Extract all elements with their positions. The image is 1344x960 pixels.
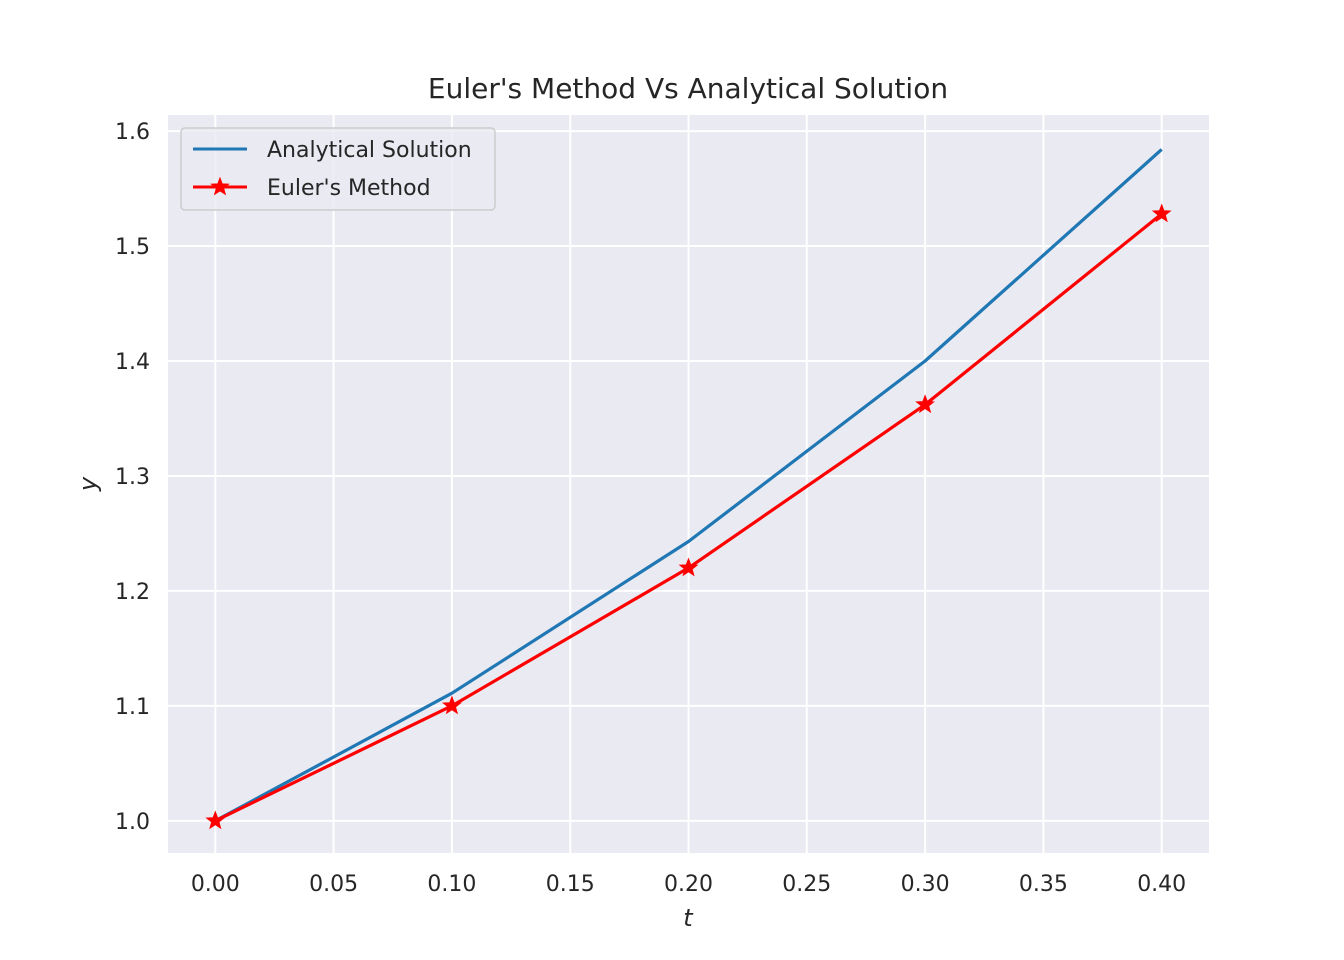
legend-euler-label: Euler's Method (267, 176, 431, 201)
legend-analytical-label: Analytical Solution (267, 138, 472, 163)
euler-data-point (678, 557, 699, 577)
x-tick-label: 0.25 (782, 872, 831, 897)
x-tick-label: 0.35 (1019, 872, 1068, 897)
y-tick-label: 1.0 (115, 810, 150, 835)
y-axis-label: y (74, 476, 102, 492)
euler-data-point (1151, 203, 1172, 223)
legend-star-icon (210, 176, 230, 196)
euler-data-point (205, 810, 226, 830)
legend: Analytical Solution Euler's Method (180, 127, 496, 211)
chart-title: Euler's Method Vs Analytical Solution (428, 72, 948, 105)
y-tick-label: 1.2 (115, 580, 150, 605)
x-tick-label: 0.10 (427, 872, 476, 897)
euler-data-point (915, 394, 935, 414)
legend-box (180, 127, 496, 211)
x-axis-label: t (683, 904, 694, 932)
x-tick-label: 0.30 (901, 872, 950, 897)
analytical-series-line (214, 148, 1163, 823)
x-tick-label: 0.20 (664, 872, 713, 897)
series-layer (205, 148, 1172, 830)
y-tick-label: 1.5 (115, 235, 150, 260)
grid-lines (168, 115, 1209, 853)
x-tick-label: 0.00 (191, 872, 240, 897)
x-tick-label: 0.15 (546, 872, 595, 897)
y-tick-label: 1.4 (115, 350, 150, 375)
y-tick-label: 1.3 (115, 465, 150, 490)
x-tick-labels: 0.00 0.05 0.10 0.15 0.20 0.25 0.30 0.35 0.40 (191, 872, 1186, 897)
x-tick-label: 0.40 (1137, 872, 1186, 897)
y-tick-labels: 1.0 1.1 1.2 1.3 1.4 1.5 1.6 (115, 120, 150, 835)
y-tick-label: 1.1 (115, 695, 150, 720)
legend-euler-star-marker (210, 176, 230, 196)
euler-data-point (441, 695, 462, 715)
x-tick-label: 0.05 (309, 872, 358, 897)
y-tick-label: 1.6 (115, 120, 150, 145)
